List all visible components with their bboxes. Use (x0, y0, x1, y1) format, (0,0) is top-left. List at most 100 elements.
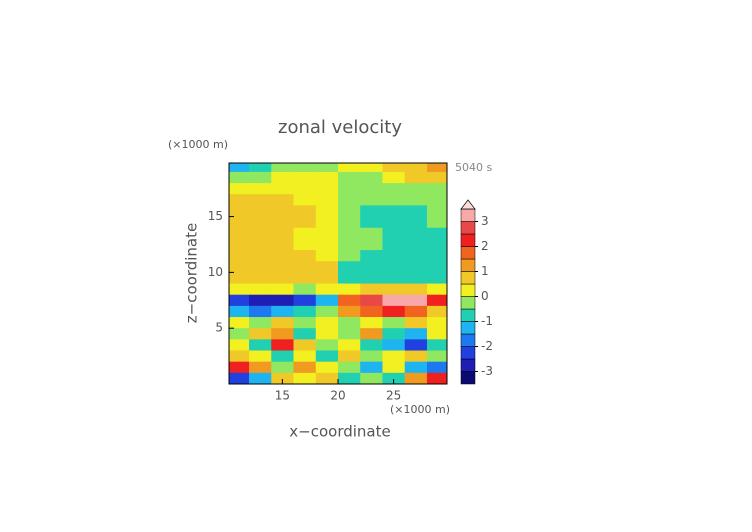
contour-cell (271, 283, 295, 296)
contour-cell (249, 216, 272, 229)
contour-cell (404, 350, 428, 363)
contour-cell (293, 216, 317, 229)
contour-cell (360, 305, 383, 318)
colorbar-band (460, 221, 476, 235)
colorbar-tick-label: -2 (481, 339, 493, 353)
contour-cell (271, 250, 295, 262)
colorbar-band (460, 346, 476, 360)
contour-cell (271, 183, 295, 195)
contour-cell (360, 216, 383, 229)
contour-cell (404, 205, 428, 218)
contour-cell (338, 328, 361, 340)
contour-cell (271, 272, 295, 285)
contour-cell (404, 272, 428, 285)
contour-cell (426, 183, 447, 195)
x-unit: (×1000 m) (390, 403, 450, 416)
contour-cell (426, 171, 447, 184)
colorbar-tick-label: -1 (481, 314, 493, 328)
colorbar-tick-label: 1 (481, 264, 489, 278)
contour-cell (249, 238, 272, 251)
colorbar-band (460, 233, 476, 247)
contour-cell (404, 305, 428, 318)
contour-cell (293, 194, 317, 206)
contour-cell (271, 361, 295, 374)
contour-cell (293, 183, 317, 195)
contour-cell (229, 305, 250, 318)
contour-cell (293, 261, 317, 273)
contour-cell (315, 372, 339, 384)
contour-cell (271, 238, 295, 251)
contour-cell (293, 283, 317, 296)
contour-cell (382, 205, 406, 218)
contour-cell (382, 183, 406, 195)
contour-cell (249, 339, 272, 352)
contour-cell (360, 250, 383, 262)
contour-cell (426, 250, 447, 262)
contour-cell (229, 227, 250, 240)
contour-cell (382, 339, 406, 352)
contour-cell (271, 317, 295, 329)
colorbar-tick-label: 2 (481, 239, 489, 253)
contour-cell (315, 194, 339, 206)
contour-cell (360, 339, 383, 352)
contour-cell (360, 283, 383, 296)
contour-cell (293, 372, 317, 384)
contour-cell (315, 183, 339, 195)
contour-cell (382, 294, 406, 307)
colorbar-band (460, 308, 476, 322)
contour-cell (382, 163, 406, 173)
contour-cell (293, 305, 317, 318)
x-tick-label: 20 (330, 389, 345, 403)
contour-cell (229, 194, 250, 206)
colorbar-band (460, 258, 476, 272)
contour-cell (426, 227, 447, 240)
contour-cell (249, 283, 272, 296)
contour-cell (249, 171, 272, 184)
contour-cell (338, 283, 361, 296)
colorbar-band (460, 358, 476, 372)
contour-cell (249, 305, 272, 318)
contour-cell (293, 163, 317, 173)
contour-cell (229, 350, 250, 363)
colorbar-band (460, 208, 476, 222)
contour-cell (293, 339, 317, 352)
contour-cell (360, 238, 383, 251)
contour-cell (293, 350, 317, 363)
contour-cell (271, 227, 295, 240)
contour-cell (360, 272, 383, 285)
contour-cell (382, 194, 406, 206)
contour-cell (315, 272, 339, 285)
contour-cell (315, 171, 339, 184)
contour-cell (338, 350, 361, 363)
contour-cell (426, 163, 447, 173)
x-axis-label: x−coordinate (289, 423, 390, 441)
contour-cell (382, 238, 406, 251)
contour-cell (315, 216, 339, 229)
contour-cell (249, 205, 272, 218)
contour-cell (426, 294, 447, 307)
contour-cell (338, 183, 361, 195)
contour-cell (426, 205, 447, 218)
contour-cell (338, 305, 361, 318)
contour-cell (426, 339, 447, 352)
contour-cell (249, 350, 272, 363)
contour-cell (271, 261, 295, 273)
contour-cell (382, 261, 406, 273)
contour-cell (404, 339, 428, 352)
contour-cell (426, 261, 447, 273)
contour-cell (360, 205, 383, 218)
contour-cell (229, 261, 250, 273)
contour-cell (338, 216, 361, 229)
contour-cell (338, 361, 361, 374)
contour-cell (426, 361, 447, 374)
time-label: 5040 s (455, 161, 492, 174)
contour-cell (249, 261, 272, 273)
contour-cell (404, 194, 428, 206)
contour-cell (293, 205, 317, 218)
contour-cell (382, 250, 406, 262)
contour-cell (338, 205, 361, 218)
contour-cell (229, 171, 250, 184)
contour-cell (404, 317, 428, 329)
contour-cell (382, 372, 406, 384)
colorbar-band (460, 283, 476, 297)
